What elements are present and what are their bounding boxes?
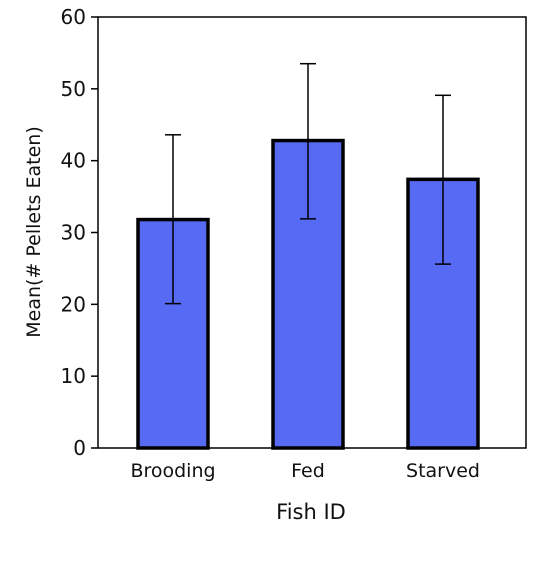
y-tick-label: 0 <box>73 436 86 460</box>
y-tick-label: 60 <box>61 5 86 29</box>
y-tick-label: 20 <box>61 292 86 316</box>
x-axis-label: Fish ID <box>276 500 346 524</box>
y-tick-label: 10 <box>61 364 86 388</box>
y-tick-label: 30 <box>61 221 86 245</box>
error-bars-group <box>165 62 451 305</box>
x-axis-ticks: Brooding Fed Starved <box>130 460 480 482</box>
x-tick-label: Fed <box>291 460 325 482</box>
x-tick-label: Starved <box>406 460 480 482</box>
y-axis-ticks: 0 10 20 30 40 50 60 <box>61 5 98 460</box>
y-tick-label: 40 <box>61 149 86 173</box>
y-tick-label: 50 <box>61 77 86 101</box>
x-tick-label: Brooding <box>130 460 215 482</box>
y-axis-label: Mean(# Pellets Eaten) <box>23 126 45 338</box>
